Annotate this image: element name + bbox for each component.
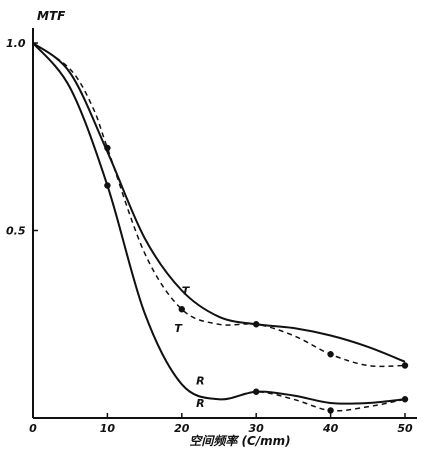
label-layer: 0 10 20 30 40 50 1.0 0.5 MTF 空间频率 (C/mm) T T RR bbox=[6, 9, 413, 448]
y-tick-label: 0.5 bbox=[6, 225, 26, 238]
y-axis-label: MTF bbox=[37, 9, 66, 23]
chart-axes bbox=[32, 28, 417, 419]
x-tick-label: 30 bbox=[249, 422, 265, 435]
x-tick-label: 20 bbox=[174, 422, 190, 435]
data-point bbox=[104, 182, 111, 189]
series-line-t-solid bbox=[32, 42, 406, 363]
series-label: R bbox=[196, 397, 204, 410]
series-label: R bbox=[196, 374, 204, 387]
series-line-r-solid bbox=[32, 42, 406, 405]
series-line-r-dashed bbox=[32, 42, 406, 412]
data-point bbox=[401, 396, 409, 403]
x-axis-label: 空间频率 (C/mm) bbox=[189, 434, 290, 448]
x-tick-label: 50 bbox=[397, 422, 413, 435]
y-tick-label: 1.0 bbox=[6, 37, 26, 50]
data-point bbox=[327, 351, 334, 358]
data-point bbox=[327, 407, 334, 414]
data-point bbox=[253, 388, 260, 395]
data-point bbox=[178, 306, 185, 313]
data-point bbox=[104, 144, 111, 152]
series-layer bbox=[32, 42, 406, 412]
data-point bbox=[401, 362, 409, 369]
data-point bbox=[253, 321, 260, 328]
marker-layer bbox=[104, 144, 409, 414]
series-label: T bbox=[182, 284, 191, 297]
x-tick-label: 40 bbox=[322, 422, 339, 435]
x-tick-label: 10 bbox=[100, 422, 116, 435]
x-tick-label: 0 bbox=[29, 422, 37, 435]
series-label: T bbox=[174, 322, 183, 335]
